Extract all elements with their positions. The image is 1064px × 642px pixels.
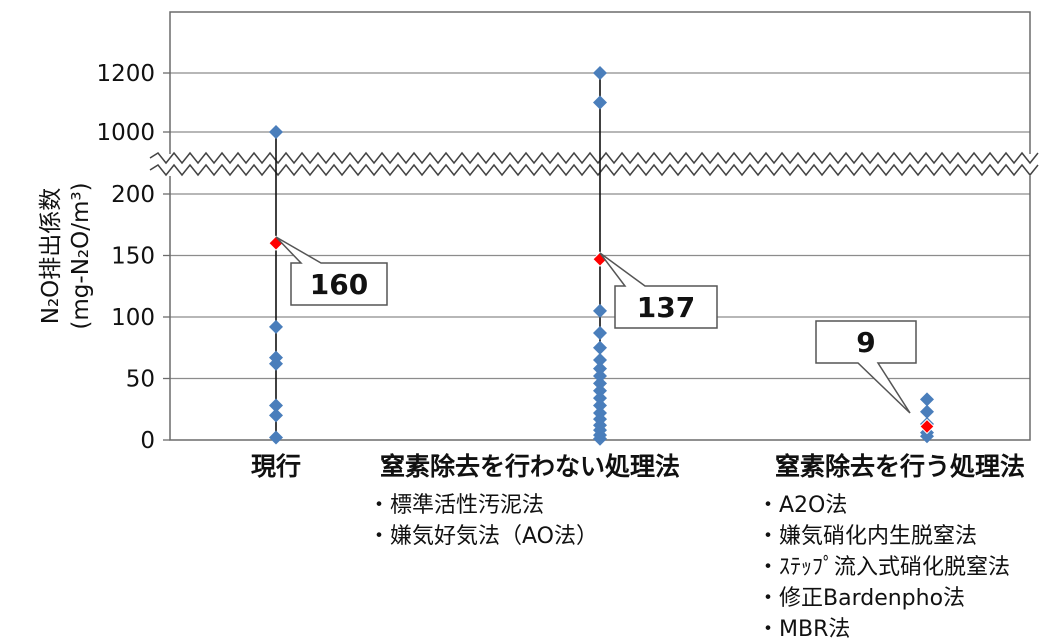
data-point (593, 303, 607, 318)
method-item: ・標準活性汚泥法 (368, 493, 544, 518)
axis-break-zigzag (149, 151, 1039, 165)
data-point (269, 356, 283, 371)
data-point (593, 66, 607, 80)
data-point (593, 398, 607, 413)
data-point (593, 325, 607, 340)
category-label: 窒素除去を行わない処理法 (380, 452, 680, 481)
data-point (593, 361, 607, 376)
method-item: ・A2O法 (757, 493, 847, 518)
category-label: 現行 (251, 452, 301, 481)
y-axis-label-line: N₂O排出係数 (38, 188, 64, 325)
data-point (920, 429, 934, 444)
callout-value: 137 (637, 291, 695, 324)
y-tick-label: 150 (111, 244, 155, 270)
axis-break-zigzag (149, 163, 1039, 177)
data-point (269, 125, 283, 139)
data-point (593, 353, 607, 368)
series (268, 66, 935, 446)
y-tick-label: 0 (140, 428, 155, 454)
y-axis-label-line: (mg-N₂O/m³) (68, 182, 94, 329)
callout-value: 9 (856, 326, 875, 359)
data-point (593, 376, 607, 391)
data-point (269, 319, 283, 334)
callouts: 160 137 9 (275, 236, 917, 414)
highlight-point (268, 235, 284, 251)
highlight-point (919, 418, 935, 435)
callout-box (275, 236, 388, 306)
data-point (269, 398, 283, 413)
data-point (269, 408, 283, 423)
y-tick-label: 100 (111, 305, 155, 331)
data-point (920, 404, 934, 419)
method-item: ・嫌気好気法（AO法） (368, 524, 598, 549)
y-axis-label: N₂O排出係数 (mg-N₂O/m³) (38, 182, 94, 329)
method-item: ・MBR法 (757, 617, 850, 642)
method-item: ・修正Bardenpho法 (757, 586, 965, 611)
y-tick-label: 200 (111, 182, 155, 208)
data-point (269, 430, 283, 445)
category-label: 窒素除去を行う処理法 (775, 452, 1025, 481)
data-point (593, 391, 607, 406)
category-labels: 現行 窒素除去を行わない処理法・標準活性汚泥法・嫌気好気法（AO法） 窒素除去を行う… (251, 452, 1025, 642)
method-item: ・ｽﾃｯﾌﾟ流入式硝化脱窒法 (757, 555, 1010, 580)
y-tick-label: 1200 (96, 61, 155, 87)
callout-box (599, 252, 718, 329)
callout-value: 160 (310, 268, 368, 301)
y-tick-label: 50 (126, 367, 155, 393)
axes: 1000 1200 0 50 100 150 200 N₂O排出係数 (mg-N₂O/m³) (38, 11, 1052, 454)
data-point (593, 95, 607, 110)
callout-box (815, 320, 917, 414)
data-point (593, 431, 607, 446)
y-tick-label: 1000 (96, 120, 155, 146)
data-point (920, 392, 934, 407)
data-point (593, 340, 607, 355)
method-item: ・嫌気硝化内生脱窒法 (757, 524, 977, 549)
data-point (593, 383, 607, 398)
data-point (593, 369, 607, 384)
